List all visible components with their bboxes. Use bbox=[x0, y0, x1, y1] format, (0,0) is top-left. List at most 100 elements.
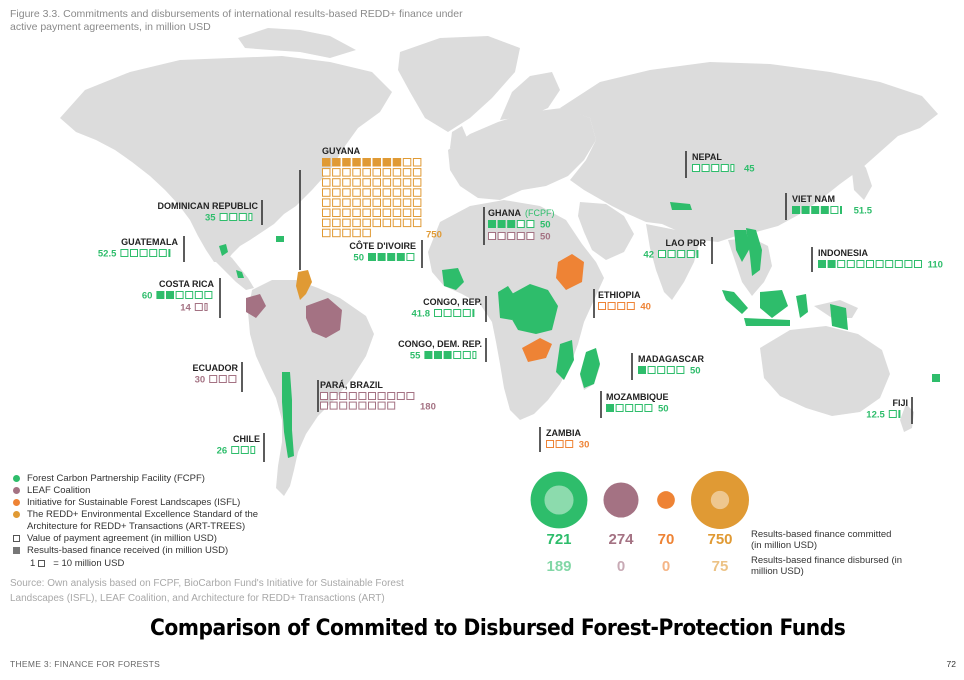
payment-square bbox=[352, 178, 361, 187]
country-name: GUYANA bbox=[322, 146, 361, 156]
payment-square bbox=[362, 158, 371, 167]
payment-square bbox=[914, 260, 922, 268]
land-asia bbox=[560, 62, 938, 242]
disbursed-total: 75 bbox=[712, 558, 729, 575]
region-indonesia-papua bbox=[830, 304, 848, 330]
leaf-square bbox=[488, 232, 496, 240]
payment-square bbox=[647, 366, 656, 374]
payment-square bbox=[352, 218, 361, 228]
payment-square bbox=[368, 253, 376, 261]
land-arctic-islands bbox=[238, 28, 356, 58]
payment-square bbox=[888, 410, 897, 418]
payment-square bbox=[342, 218, 351, 228]
payment-square bbox=[322, 218, 331, 228]
committed-value: 40 bbox=[640, 302, 651, 313]
payment-square bbox=[238, 213, 247, 221]
country-name-text: GUATEMALA bbox=[121, 237, 178, 247]
country-name-text: VIET NAM bbox=[792, 194, 835, 204]
payment-square bbox=[372, 178, 381, 187]
payment-square bbox=[342, 228, 351, 238]
region-guatemala bbox=[219, 244, 228, 256]
region-dominican-republic bbox=[276, 236, 284, 242]
land-south-america bbox=[248, 280, 374, 496]
legend: Forest Carbon Partnership Facility (FCPF… bbox=[10, 473, 267, 569]
filled-square-icon bbox=[13, 547, 20, 554]
payment-square bbox=[392, 158, 402, 167]
payment-square bbox=[158, 249, 167, 257]
payment-square bbox=[392, 178, 402, 187]
country-name: CÔTE D'IVOIRE bbox=[349, 240, 416, 251]
payment-square bbox=[488, 220, 496, 228]
payment-square bbox=[516, 220, 525, 228]
payment-square bbox=[526, 220, 535, 228]
payment-square bbox=[332, 198, 341, 207]
disbursed-total: 0 bbox=[617, 558, 625, 575]
country-name-text: COSTA RICA bbox=[159, 279, 214, 289]
land-india bbox=[646, 224, 700, 300]
payment-square bbox=[720, 164, 729, 172]
payment-square bbox=[382, 188, 392, 197]
payment-square bbox=[342, 208, 351, 217]
payment-square bbox=[866, 260, 874, 268]
payment-square bbox=[149, 249, 158, 257]
committed-value: 55 bbox=[410, 351, 421, 362]
payment-square bbox=[352, 168, 361, 177]
payment-square bbox=[634, 404, 643, 412]
payment-square bbox=[320, 401, 328, 410]
payment-square bbox=[248, 213, 253, 221]
payment-square bbox=[329, 401, 338, 410]
callout-ecuador: ECUADOR 30 bbox=[192, 363, 238, 386]
payment-square bbox=[472, 309, 475, 317]
payment-square bbox=[130, 249, 138, 257]
committed-value: 35 bbox=[205, 213, 216, 224]
summary-committed-label: Results-based finance committed (in mill… bbox=[751, 529, 892, 551]
country-name-text: GHANA bbox=[488, 208, 521, 218]
committed-value: 50 bbox=[540, 220, 551, 231]
payment-square bbox=[168, 249, 171, 257]
payment-square bbox=[818, 260, 826, 268]
banner-caption: Comparison of Commited to Disbursed Fore… bbox=[150, 616, 846, 641]
payment-square bbox=[666, 366, 675, 374]
payment-square bbox=[412, 208, 422, 217]
committed-value: 110 bbox=[928, 260, 943, 271]
land-masses bbox=[60, 28, 938, 496]
payment-square bbox=[194, 291, 203, 299]
region-zambia bbox=[522, 338, 552, 362]
payment-square bbox=[443, 309, 452, 317]
country-name-text: CHILE bbox=[233, 434, 260, 444]
callout-zambia: ZAMBIA 30 bbox=[546, 428, 589, 451]
payment-square bbox=[372, 198, 381, 207]
payment-square bbox=[811, 206, 820, 214]
payment-square bbox=[362, 218, 371, 228]
payment-square bbox=[792, 206, 800, 214]
region-chile bbox=[282, 372, 294, 458]
country-name: ECUADOR bbox=[192, 363, 238, 373]
payment-square bbox=[837, 260, 846, 268]
payment-square bbox=[322, 198, 331, 207]
payment-square bbox=[329, 392, 338, 400]
country-name: CHILE bbox=[233, 434, 260, 444]
land-japan bbox=[852, 156, 872, 200]
payment-square bbox=[846, 260, 855, 268]
leaf-square bbox=[526, 232, 535, 240]
payment-square bbox=[885, 260, 894, 268]
payment-square bbox=[377, 253, 386, 261]
payment-square bbox=[362, 228, 371, 238]
region-ecuador bbox=[246, 294, 266, 318]
payment-square bbox=[402, 198, 412, 207]
payment-square bbox=[434, 309, 442, 317]
committed-total: 274 bbox=[608, 531, 634, 548]
country-name-text: PARÁ, BRAZIL bbox=[320, 380, 383, 390]
payment-square bbox=[228, 375, 237, 383]
art-dot-icon bbox=[13, 511, 20, 518]
payment-square bbox=[348, 392, 357, 400]
payment-square bbox=[352, 208, 361, 217]
payment-square bbox=[372, 168, 381, 177]
region-madagascar bbox=[580, 348, 600, 388]
payment-square bbox=[406, 392, 415, 400]
payment-square bbox=[322, 158, 331, 167]
callout-guyana: GUYANA 750 bbox=[322, 146, 442, 240]
payment-square bbox=[362, 198, 371, 207]
region-mozambique bbox=[556, 340, 574, 380]
